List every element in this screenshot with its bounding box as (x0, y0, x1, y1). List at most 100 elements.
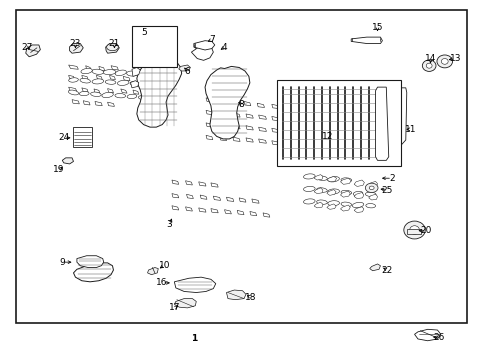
Polygon shape (354, 193, 364, 199)
Text: 9: 9 (59, 258, 65, 267)
Ellipse shape (328, 177, 340, 182)
Polygon shape (82, 75, 88, 80)
Ellipse shape (115, 70, 126, 76)
Ellipse shape (341, 178, 352, 182)
Polygon shape (172, 194, 179, 198)
Bar (407, 229, 421, 234)
Polygon shape (121, 89, 127, 93)
Ellipse shape (92, 79, 104, 84)
Polygon shape (69, 75, 74, 79)
Polygon shape (130, 81, 139, 88)
Polygon shape (123, 76, 130, 81)
Polygon shape (220, 123, 226, 128)
Text: 3: 3 (167, 220, 172, 229)
Polygon shape (72, 100, 79, 104)
Text: 22: 22 (382, 266, 393, 275)
Polygon shape (220, 136, 226, 141)
Text: 5: 5 (141, 28, 147, 37)
Polygon shape (354, 207, 364, 212)
Polygon shape (192, 44, 213, 60)
Ellipse shape (126, 71, 137, 76)
Polygon shape (206, 111, 213, 114)
Polygon shape (369, 194, 377, 200)
Bar (277, 80, 401, 166)
Ellipse shape (130, 81, 141, 86)
Ellipse shape (80, 78, 91, 83)
Polygon shape (314, 188, 323, 194)
Ellipse shape (105, 80, 116, 84)
Polygon shape (174, 298, 196, 308)
Polygon shape (415, 329, 441, 341)
Ellipse shape (103, 69, 116, 75)
Text: 4: 4 (221, 42, 227, 51)
Text: 16: 16 (156, 278, 168, 287)
Text: 27: 27 (21, 42, 32, 51)
Polygon shape (259, 115, 267, 119)
Text: 17: 17 (169, 303, 180, 312)
Polygon shape (263, 213, 270, 217)
Polygon shape (233, 125, 240, 129)
Polygon shape (226, 197, 234, 202)
Ellipse shape (353, 192, 363, 196)
Polygon shape (99, 66, 105, 71)
Ellipse shape (369, 186, 374, 190)
Polygon shape (186, 181, 193, 185)
Bar (74, 127, 92, 147)
Polygon shape (272, 104, 279, 109)
Polygon shape (187, 194, 194, 199)
Ellipse shape (115, 94, 125, 98)
Polygon shape (174, 277, 216, 293)
Polygon shape (205, 66, 250, 139)
Polygon shape (133, 90, 139, 94)
Text: 20: 20 (420, 226, 432, 235)
Bar (132, 26, 177, 67)
Polygon shape (246, 126, 253, 130)
Polygon shape (86, 66, 92, 70)
Ellipse shape (107, 44, 118, 51)
Polygon shape (200, 195, 207, 199)
Text: 23: 23 (70, 39, 81, 48)
Text: 10: 10 (159, 261, 171, 270)
Text: 8: 8 (238, 100, 244, 109)
Polygon shape (206, 98, 213, 102)
Polygon shape (199, 182, 206, 186)
Ellipse shape (317, 176, 327, 180)
Ellipse shape (317, 200, 327, 204)
Polygon shape (77, 256, 104, 267)
Polygon shape (341, 178, 351, 184)
Polygon shape (375, 87, 389, 160)
Polygon shape (83, 101, 90, 105)
Text: 11: 11 (405, 125, 416, 134)
Polygon shape (110, 75, 116, 80)
Polygon shape (230, 100, 237, 104)
Ellipse shape (69, 90, 78, 95)
Ellipse shape (303, 199, 315, 204)
Polygon shape (314, 202, 323, 208)
Polygon shape (132, 67, 140, 76)
Polygon shape (172, 206, 179, 210)
Polygon shape (69, 87, 77, 91)
Ellipse shape (422, 60, 436, 71)
Text: 2: 2 (390, 174, 395, 183)
Text: 21: 21 (109, 39, 120, 48)
Polygon shape (147, 267, 158, 275)
Polygon shape (62, 158, 74, 164)
Ellipse shape (404, 221, 425, 239)
Ellipse shape (366, 203, 375, 208)
Polygon shape (252, 199, 259, 203)
Ellipse shape (426, 63, 432, 68)
Polygon shape (257, 103, 265, 108)
Ellipse shape (149, 96, 161, 101)
Polygon shape (108, 102, 115, 107)
Text: 24: 24 (58, 133, 70, 142)
Bar (16, 10, 466, 323)
Polygon shape (206, 135, 213, 140)
Ellipse shape (69, 78, 78, 82)
Polygon shape (211, 183, 218, 187)
Ellipse shape (410, 226, 419, 234)
Ellipse shape (138, 96, 149, 100)
Ellipse shape (142, 82, 153, 87)
Polygon shape (218, 99, 225, 103)
Ellipse shape (366, 183, 378, 193)
Ellipse shape (328, 201, 340, 206)
